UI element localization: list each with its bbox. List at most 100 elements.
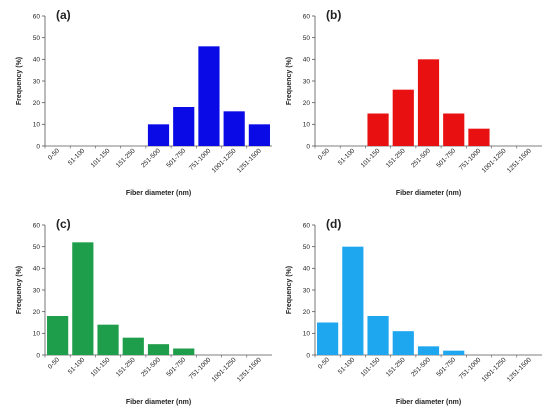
bar-1251-1500 bbox=[248, 124, 270, 146]
bar-501-750 bbox=[443, 113, 465, 146]
bar-251-500 bbox=[147, 344, 170, 355]
x-tick-label: 1001-1250 bbox=[211, 147, 238, 174]
x-tick-label: 151-250 bbox=[115, 356, 137, 378]
y-tick-label: 30 bbox=[33, 78, 41, 85]
y-tick-label: 60 bbox=[33, 13, 41, 20]
x-tick-label: 751-1000 bbox=[188, 356, 213, 381]
y-tick-label: 20 bbox=[33, 100, 41, 107]
bar-0-50 bbox=[47, 316, 69, 355]
x-tick-label: 751-1000 bbox=[188, 147, 213, 172]
x-tick-label: 1251-1500 bbox=[506, 356, 533, 383]
panel-c: 0 10 20 30 40 50 60 0-50 51-100 101-150 151-250 251… bbox=[16, 217, 272, 406]
bar-501-750 bbox=[173, 348, 195, 355]
x-tick-label: 101-150 bbox=[90, 147, 112, 169]
y-tick-label: 0 bbox=[36, 352, 40, 359]
panel-label: (b) bbox=[326, 8, 341, 22]
y-tick-label: 60 bbox=[303, 13, 311, 20]
x-tick-label: 501-750 bbox=[435, 356, 457, 378]
x-tick-label: 251-500 bbox=[140, 147, 162, 169]
x-tick-label: 251-500 bbox=[410, 356, 432, 378]
y-tick-label: 0 bbox=[306, 352, 310, 359]
x-tick-label: 251-500 bbox=[410, 147, 432, 169]
x-tick-label: 151-250 bbox=[115, 147, 137, 169]
y-tick-label: 30 bbox=[33, 287, 41, 294]
x-tick-label: 51-100 bbox=[337, 147, 357, 167]
bar-251-500 bbox=[417, 59, 440, 146]
bar-501-750 bbox=[443, 350, 465, 355]
bar-251-500 bbox=[147, 124, 170, 146]
x-axis-label: Fiber diameter (nm) bbox=[396, 190, 461, 197]
panel-label: (d) bbox=[326, 217, 341, 231]
x-tick-label: 1251-1500 bbox=[506, 147, 533, 174]
y-tick-label: 40 bbox=[33, 266, 41, 273]
x-tick-label: 501-750 bbox=[165, 356, 187, 378]
y-tick-label: 40 bbox=[303, 57, 311, 64]
y-tick-label: 50 bbox=[303, 244, 311, 251]
x-tick-label: 501-750 bbox=[165, 147, 187, 169]
x-tick-label: 51-100 bbox=[67, 356, 87, 376]
y-tick-label: 10 bbox=[33, 331, 41, 338]
y-tick-label: 20 bbox=[303, 309, 311, 316]
bar-51-100 bbox=[342, 246, 364, 355]
y-tick-label: 50 bbox=[33, 244, 41, 251]
y-axis-label: Frequency (%) bbox=[16, 57, 23, 105]
x-tick-label: 151-250 bbox=[385, 356, 407, 378]
panel-d: 0 10 20 30 40 50 60 0-50 51-100 101-150 151-250 251… bbox=[286, 217, 542, 406]
x-tick-label: 101-150 bbox=[360, 147, 382, 169]
panel-b: 0 10 20 30 40 50 60 0-50 51-100 101-150 151-250 251… bbox=[286, 8, 542, 197]
y-tick-label: 30 bbox=[303, 287, 311, 294]
x-tick-label: 0-50 bbox=[317, 147, 331, 161]
x-tick-label: 1001-1250 bbox=[211, 356, 238, 383]
x-tick-label: 1001-1250 bbox=[481, 356, 508, 383]
bar-101-150 bbox=[367, 316, 389, 355]
y-tick-label: 20 bbox=[33, 309, 41, 316]
y-tick-label: 0 bbox=[306, 143, 310, 150]
x-tick-label: 1001-1250 bbox=[481, 147, 508, 174]
x-tick-label: 251-500 bbox=[140, 356, 162, 378]
bar-751-1000 bbox=[198, 46, 220, 146]
x-tick-label: 101-150 bbox=[360, 356, 382, 378]
bar-751-1000 bbox=[468, 128, 490, 146]
x-axis-label: Fiber diameter (nm) bbox=[396, 399, 461, 406]
x-tick-label: 151-250 bbox=[385, 147, 407, 169]
y-tick-label: 50 bbox=[303, 35, 311, 42]
bar-151-250 bbox=[122, 337, 144, 355]
panel-a: 0 10 20 30 40 50 60 0-50 51-100 101-150 151-250 251… bbox=[16, 8, 272, 197]
bar-251-500 bbox=[417, 346, 440, 355]
bar-101-150 bbox=[367, 113, 389, 146]
bar-151-250 bbox=[392, 331, 414, 355]
bar-0-50 bbox=[317, 322, 339, 355]
bar-501-750 bbox=[173, 107, 195, 146]
y-axis-label: Frequency (%) bbox=[16, 266, 23, 314]
x-tick-label: 1251-1500 bbox=[236, 356, 263, 383]
bar-101-150 bbox=[97, 324, 119, 355]
y-tick-label: 10 bbox=[303, 122, 311, 129]
y-tick-label: 0 bbox=[36, 143, 40, 150]
x-tick-label: 0-50 bbox=[47, 356, 61, 370]
y-tick-label: 10 bbox=[33, 122, 41, 129]
x-axis-label: Fiber diameter (nm) bbox=[126, 399, 191, 406]
x-axis-label: Fiber diameter (nm) bbox=[126, 190, 191, 197]
bar-151-250 bbox=[392, 89, 414, 146]
x-tick-label: 0-50 bbox=[47, 147, 61, 161]
bar-1001-1250 bbox=[223, 111, 245, 146]
y-tick-label: 30 bbox=[303, 78, 311, 85]
x-tick-label: 0-50 bbox=[317, 356, 331, 370]
y-axis-label: Frequency (%) bbox=[286, 266, 293, 314]
y-tick-label: 40 bbox=[33, 57, 41, 64]
x-tick-label: 1251-1500 bbox=[236, 147, 263, 174]
panel-label: (a) bbox=[56, 8, 71, 22]
x-tick-label: 501-750 bbox=[435, 147, 457, 169]
x-tick-label: 751-1000 bbox=[458, 356, 483, 381]
y-tick-label: 50 bbox=[33, 35, 41, 42]
x-tick-label: 51-100 bbox=[337, 356, 357, 376]
panel-label: (c) bbox=[56, 217, 71, 231]
x-tick-label: 51-100 bbox=[67, 147, 87, 167]
x-tick-label: 101-150 bbox=[90, 356, 112, 378]
y-tick-label: 40 bbox=[303, 266, 311, 273]
y-axis-label: Frequency (%) bbox=[286, 57, 293, 105]
x-tick-label: 751-1000 bbox=[458, 147, 483, 172]
y-tick-label: 20 bbox=[303, 100, 311, 107]
y-tick-label: 10 bbox=[303, 331, 311, 338]
